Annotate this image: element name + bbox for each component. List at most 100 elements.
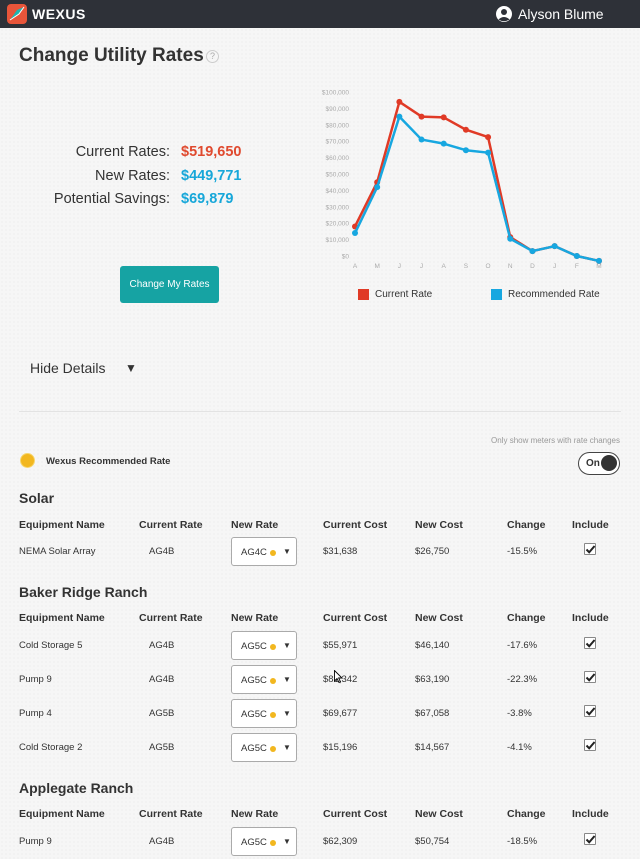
current-rate: AG5B (149, 708, 175, 719)
recommended-dot-icon (270, 746, 276, 752)
new-rate-select[interactable]: AG4C ▼ (231, 537, 297, 566)
series-point-1 (440, 140, 447, 147)
recommended-rate-dot-icon (20, 453, 35, 468)
current-rate: AG4B (149, 674, 175, 685)
caret-down-icon: ▼ (283, 837, 291, 846)
top-bar: WEXUS Alyson Blume (0, 0, 640, 28)
series-point-0 (396, 98, 403, 105)
caret-down-icon: ▼ (283, 743, 291, 752)
include-checkbox[interactable] (584, 739, 596, 751)
y-tick-label: $50,000 (326, 172, 350, 179)
y-tick-label: $60,000 (326, 155, 350, 162)
user-avatar-icon[interactable] (495, 5, 513, 23)
equipment-name: Pump 4 (19, 708, 52, 719)
series-point-0 (462, 126, 469, 133)
legend-current-swatch (358, 289, 369, 300)
current-rate: AG4B (149, 640, 175, 651)
caret-down-icon[interactable]: ▼ (125, 361, 137, 375)
caret-down-icon: ▼ (283, 641, 291, 650)
x-tick-label: D (530, 263, 535, 270)
y-tick-label: $90,000 (326, 106, 350, 113)
page-title: Change Utility Rates (19, 45, 204, 66)
equipment-name: Pump 9 (19, 674, 52, 685)
caret-down-icon: ▼ (283, 547, 291, 556)
new-rate-select[interactable]: AG5C ▼ (231, 827, 297, 856)
mouse-cursor-icon (334, 670, 343, 683)
only-show-label: Only show meters with rate changes (491, 436, 620, 445)
current-cost: $62,309 (323, 836, 358, 847)
new-rates-value: $449,771 (181, 167, 242, 184)
series-point-1 (507, 235, 514, 242)
series-point-0 (485, 134, 492, 141)
include-checkbox[interactable] (584, 833, 596, 845)
change-percent: -4.1% (507, 742, 532, 753)
column-header: Change (507, 612, 546, 624)
new-rate-select[interactable]: AG5C ▼ (231, 733, 297, 762)
current-cost: $81,342 (323, 674, 358, 685)
column-header: Include (572, 612, 609, 624)
new-rate-select[interactable]: AG5C ▼ (231, 631, 297, 660)
rate-change-toggle[interactable]: On (578, 452, 620, 475)
checkmark-icon (585, 545, 596, 554)
user-name[interactable]: Alyson Blume (518, 6, 604, 22)
column-header: Include (572, 519, 609, 531)
toggle-label: On (586, 458, 600, 469)
checkmark-icon (585, 673, 596, 682)
current-cost: $15,196 (323, 742, 358, 753)
group-title: Solar (19, 490, 55, 506)
new-rate-value: AG5C (241, 675, 267, 686)
column-header: Current Rate (139, 612, 203, 624)
column-header: New Rate (231, 808, 279, 820)
column-header: New Cost (415, 808, 463, 820)
checkmark-icon (585, 707, 596, 716)
y-tick-label: $100,000 (322, 90, 349, 97)
column-header: Current Cost (323, 612, 388, 624)
recommended-dot-icon (270, 678, 276, 684)
y-tick-label: $10,000 (326, 237, 350, 244)
rates-summary: Current Rates: $519,650 New Rates: $449,… (20, 144, 250, 215)
group-title: Baker Ridge Ranch (19, 584, 148, 600)
column-header: Equipment Name (19, 519, 105, 531)
series-point-1 (551, 243, 558, 250)
new-rates-label: New Rates: (95, 167, 170, 184)
current-cost: $55,971 (323, 640, 358, 651)
change-percent: -22.3% (507, 674, 538, 685)
series-point-1 (418, 136, 425, 143)
caret-down-icon: ▼ (283, 675, 291, 684)
equipment-name: Pump 9 (19, 836, 52, 847)
change-percent: -3.8% (507, 708, 532, 719)
include-checkbox[interactable] (584, 637, 596, 649)
include-checkbox[interactable] (584, 671, 596, 683)
x-tick-label: J (553, 263, 556, 270)
y-tick-label: $0 (342, 254, 350, 261)
change-percent: -15.5% (507, 546, 538, 557)
series-line-1 (353, 115, 600, 263)
new-rate-select[interactable]: AG5C ▼ (231, 699, 297, 728)
savings-value: $69,879 (181, 191, 234, 207)
change-my-rates-button[interactable]: Change My Rates (120, 266, 219, 303)
new-cost: $26,750 (415, 546, 450, 557)
x-tick-label: S (464, 263, 469, 270)
column-header: Equipment Name (19, 808, 105, 820)
x-tick-label: A (353, 263, 358, 270)
new-rate-value: AG5C (241, 641, 267, 652)
legend-current-label: Current Rate (375, 289, 433, 300)
column-header: Change (507, 808, 546, 820)
toggle-knob[interactable] (601, 455, 617, 471)
wexus-logo-icon[interactable] (7, 4, 27, 24)
recommended-dot-icon (270, 712, 276, 718)
legend-current: Current Rate (358, 289, 432, 300)
include-checkbox[interactable] (584, 543, 596, 555)
x-tick-label: M (596, 263, 601, 270)
hide-details-toggle[interactable]: Hide Details (30, 360, 106, 376)
change-percent: -18.5% (507, 836, 538, 847)
current-rate: AG4B (149, 546, 175, 557)
new-rate-value: AG5C (241, 743, 267, 754)
new-rate-select[interactable]: AG5C ▼ (231, 665, 297, 694)
current-rate: AG4B (149, 836, 175, 847)
help-icon[interactable]: ? (206, 50, 219, 63)
new-rate-value: AG5C (241, 709, 267, 720)
series-point-1 (596, 257, 602, 264)
new-rate-value: AG5C (241, 837, 267, 848)
include-checkbox[interactable] (584, 705, 596, 717)
